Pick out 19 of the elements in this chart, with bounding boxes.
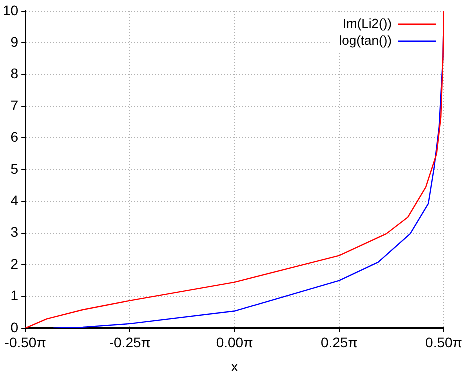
x-tick-label: -0.25π (109, 334, 152, 351)
y-tick-label: 3 (10, 224, 19, 240)
x-tick-label: 0.00π (216, 334, 254, 351)
y-tick-label: 2 (10, 256, 19, 272)
x-axis-title: x (231, 358, 238, 374)
x-tick-label: -0.50π (4, 334, 47, 351)
y-tick-label: 0 (10, 319, 19, 336)
legend-label: Im(Li2()) (342, 16, 392, 31)
y-tick-label: 9 (10, 34, 19, 50)
y-tick-label: 5 (10, 160, 19, 177)
y-tick-label: 7 (10, 97, 19, 114)
y-tick-label: 1 (10, 288, 19, 304)
y-tick-label: 6 (10, 129, 19, 146)
y-tick-label: 4 (10, 192, 19, 208)
legend-label: log(tan()) (339, 32, 392, 48)
y-tick-label: 10 (2, 2, 19, 18)
x-tick-label: 0.50π (426, 334, 463, 351)
y-tick-label: 8 (10, 66, 19, 82)
x-tick-label: 0.25π (320, 334, 358, 351)
